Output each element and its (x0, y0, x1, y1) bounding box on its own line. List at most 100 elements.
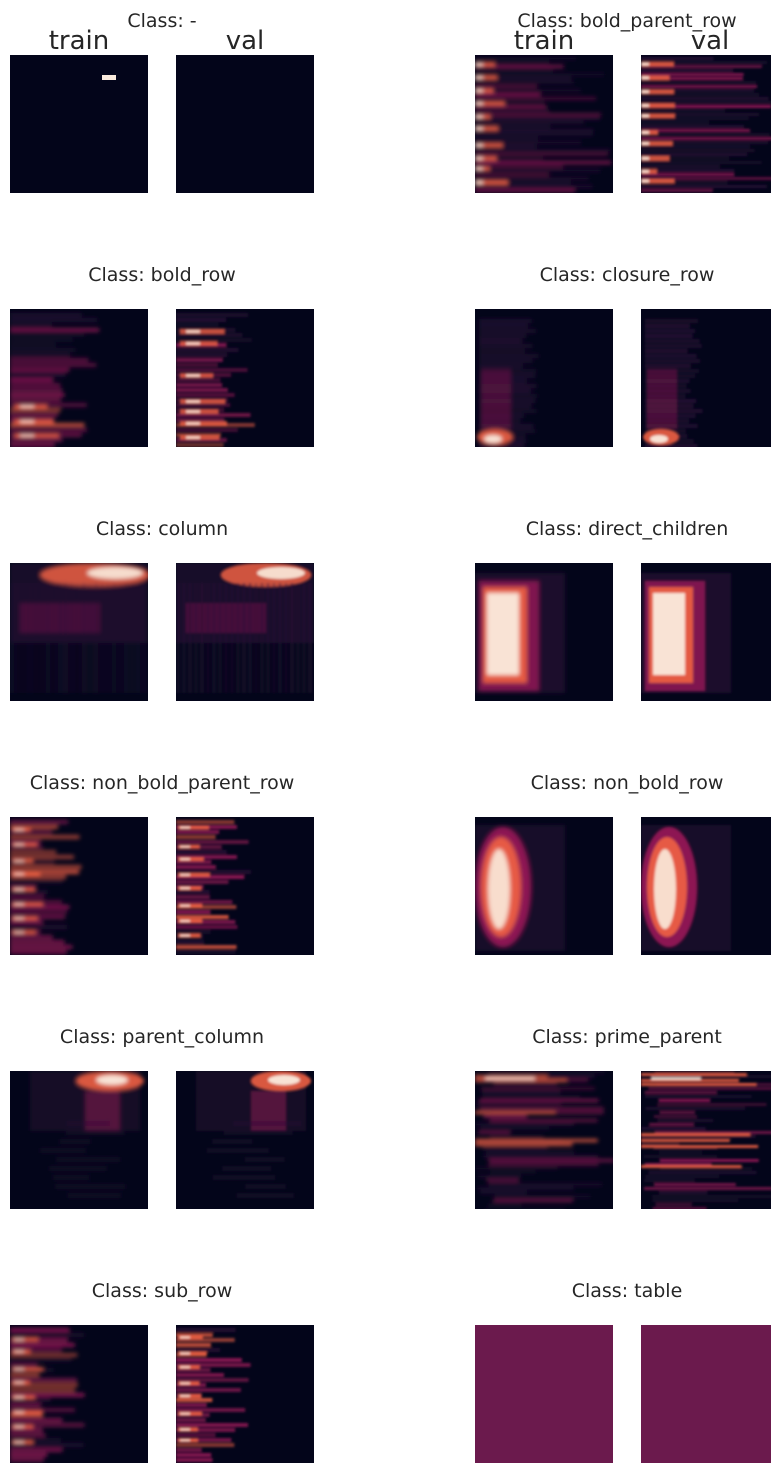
heat-cell (641, 65, 762, 68)
heat-cell (10, 910, 68, 914)
val-heatmap (641, 1071, 771, 1209)
heat-cell (641, 179, 649, 183)
heat-cell (489, 1135, 544, 1138)
heat-cell (475, 169, 601, 172)
heat-cell (112, 583, 116, 693)
heat-cell (176, 905, 237, 909)
heat-cell (180, 1352, 190, 1355)
heat-cell (194, 583, 198, 693)
heat-cell (176, 920, 236, 924)
heat-cell (644, 1187, 771, 1190)
heat-cell (641, 113, 675, 119)
heat-cell (486, 1151, 575, 1154)
heat-blob (96, 1075, 128, 1085)
heatmap-canvas (475, 825, 565, 951)
heat-cell (475, 1111, 556, 1114)
heat-cell (654, 1071, 735, 1074)
heat-cell (480, 1191, 527, 1194)
heat-cell (641, 1079, 739, 1082)
heatmap-canvas (477, 319, 539, 447)
heat-cell (12, 1410, 43, 1415)
heat-cell (644, 1155, 718, 1158)
heat-cell (475, 93, 541, 96)
val-heatmap (641, 309, 771, 447)
heat-cell (488, 1183, 603, 1186)
heat-cell (176, 348, 239, 352)
heat-layer (641, 1071, 771, 1209)
heat-cell (180, 845, 190, 848)
heat-cell (475, 181, 571, 184)
heat-cell (645, 334, 693, 338)
heat-cell (178, 872, 210, 877)
heat-cell (475, 129, 594, 132)
heat-cell (641, 109, 725, 112)
heat-cell (641, 133, 770, 136)
heat-cell (641, 177, 771, 180)
heat-cell (176, 1328, 236, 1332)
heat-cell (475, 105, 547, 108)
heat-cell (653, 1147, 718, 1150)
heat-cell (475, 167, 483, 171)
heat-cell (475, 121, 584, 124)
heat-cell (176, 1423, 249, 1427)
heat-cell (178, 903, 203, 908)
heat-cell (14, 1411, 24, 1414)
heat-cell (645, 339, 700, 343)
heat-cell (641, 1135, 756, 1138)
heat-cell (10, 1383, 78, 1387)
heat-layer (475, 825, 565, 951)
heat-cell (641, 149, 755, 152)
heat-cell (658, 1191, 708, 1194)
heat-cell (188, 583, 192, 693)
heat-cell (176, 855, 237, 859)
heat-cell (40, 1148, 86, 1153)
heat-cell (647, 369, 677, 429)
panel-title: Class: prime_parent (532, 1026, 722, 1048)
heat-cell (475, 143, 483, 147)
heat-cell (475, 81, 575, 84)
heat-cell (641, 77, 743, 80)
heat-cell (475, 142, 503, 148)
heat-cell (653, 593, 685, 675)
heat-cell (641, 130, 649, 134)
heat-cell (178, 857, 204, 862)
heat-cell (475, 62, 496, 68)
heat-cell (186, 400, 200, 403)
val-heatmap (176, 817, 314, 955)
heat-cell (16, 583, 20, 693)
heat-cell (186, 422, 200, 425)
train-label: train (513, 26, 575, 56)
heat-speck (102, 75, 116, 80)
heat-cell (52, 583, 56, 693)
heat-cell (10, 875, 67, 879)
heat-cell (641, 61, 767, 64)
heat-cell (10, 1443, 84, 1447)
heat-cell (10, 925, 68, 929)
heat-cell (176, 1358, 242, 1362)
heat-cell (10, 318, 98, 322)
train-heatmap (10, 309, 148, 447)
heat-cell (180, 1412, 190, 1415)
heat-cell (176, 875, 245, 879)
heat-cell (10, 343, 57, 347)
heat-cell (652, 1199, 739, 1202)
heat-cell (70, 583, 74, 693)
heat-cell (475, 97, 596, 100)
heat-cell (180, 858, 190, 861)
heat-cell (260, 583, 264, 693)
train-heatmap (475, 563, 613, 701)
heat-cell (67, 1193, 121, 1198)
heat-cell (118, 583, 122, 693)
heat-cell (10, 1428, 43, 1432)
heat-cell (10, 900, 63, 904)
heat-cell (178, 1335, 203, 1340)
heat-cell (176, 910, 211, 914)
val-heatmap (176, 1325, 314, 1463)
heat-cell (641, 69, 734, 72)
heat-cell (659, 1167, 753, 1170)
heat-cell (641, 105, 771, 108)
heat-cell (176, 388, 228, 392)
heat-cell (176, 443, 224, 447)
heat-cell (180, 904, 190, 907)
heat-cell (76, 583, 80, 693)
